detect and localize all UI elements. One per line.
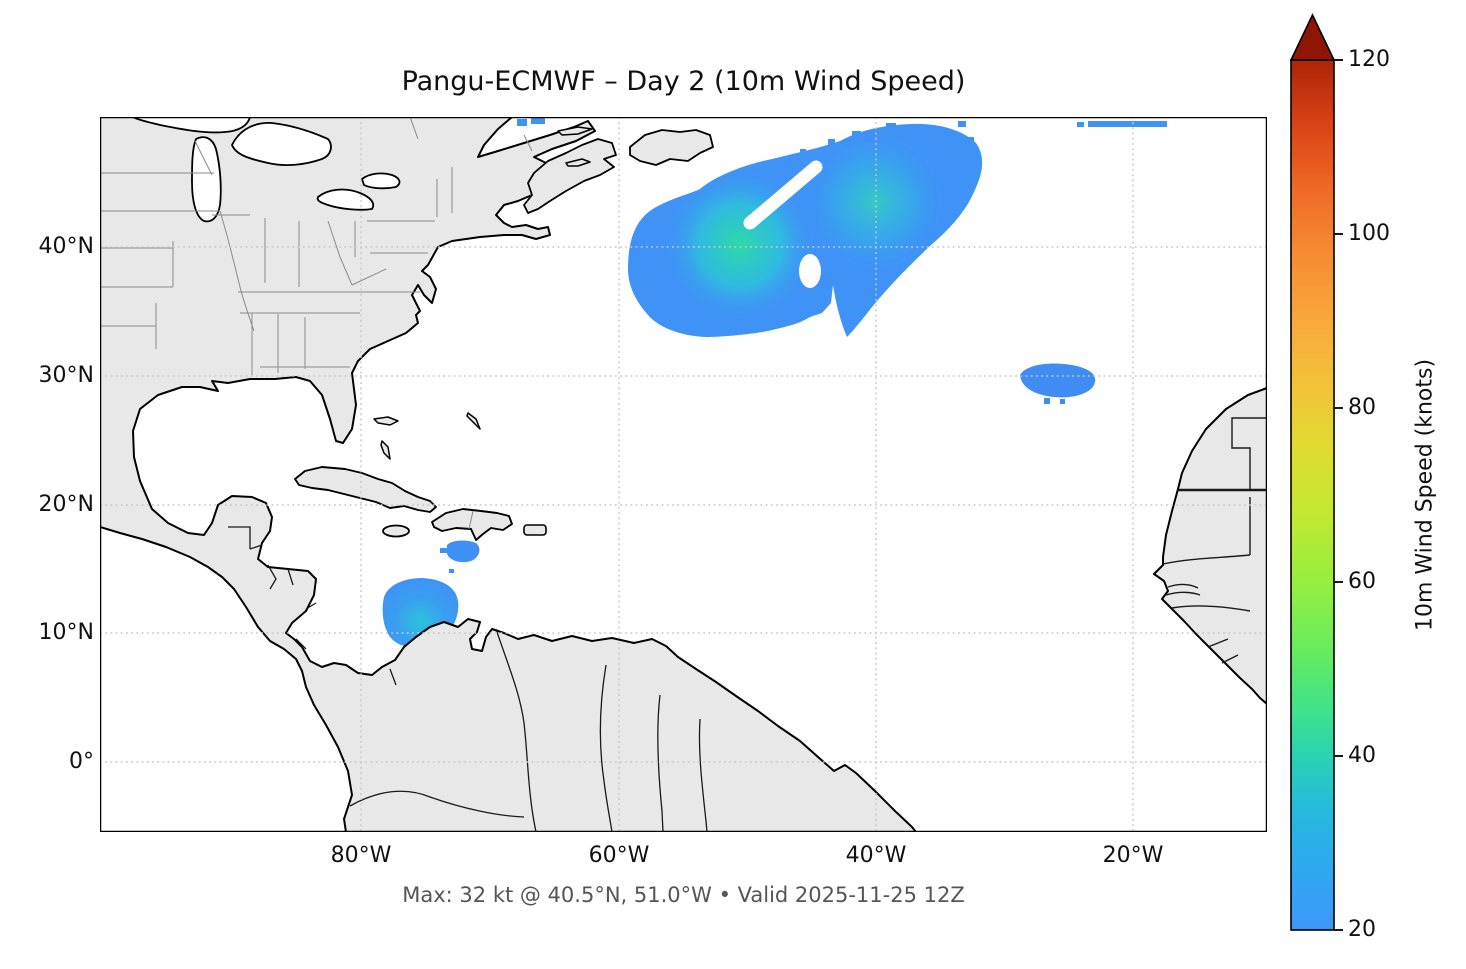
wind-speed-field: [382, 118, 1167, 648]
colorbar-extend-arrow: [1289, 13, 1336, 61]
colorbar-tick-marks: [1334, 59, 1343, 931]
colorbar-axis-label: 10m Wind Speed (knots): [1412, 358, 1438, 632]
y-tick-label-20n: 20°N: [38, 492, 94, 517]
wind-patch-subtropical: [1020, 363, 1096, 404]
lake-erie: [316, 188, 375, 211]
y-tick-label-30n: 30°N: [38, 363, 94, 388]
cbar-tick-80: 80: [1348, 395, 1376, 420]
colorbar: [1289, 13, 1343, 931]
y-tick-label-10n: 10°N: [38, 620, 94, 645]
lake-michigan: [191, 136, 222, 223]
cbar-tick-40: 40: [1348, 743, 1376, 768]
wind-streak-northeast-corner: [1077, 121, 1167, 127]
map-plot: [100, 117, 1267, 832]
us-state-borders: [100, 117, 533, 530]
coastline-newfoundland: [629, 129, 714, 166]
landmasses: [100, 117, 1267, 832]
coastline-puerto-rico: [523, 524, 547, 536]
x-tick-label-40w: 40°W: [845, 843, 907, 868]
page-title: Pangu-ECMWF – Day 2 (10m Wind Speed): [401, 66, 966, 97]
country-borders-africa: [1162, 417, 1267, 664]
wind-swath-white-hole: [799, 254, 821, 288]
lake-ontario: [361, 172, 401, 190]
cbar-tick-100: 100: [1348, 221, 1390, 246]
coastline-nova-scotia: [523, 138, 617, 214]
x-tick-label-60w: 60°W: [588, 843, 650, 868]
great-lakes: [132, 117, 401, 223]
coastline-hispaniola: [431, 508, 513, 541]
coastline-bahamas: [373, 412, 481, 460]
cbar-tick-20: 20: [1348, 917, 1376, 942]
coastline-north-south-america: [100, 117, 917, 832]
colorbar-gradient-bar: [1290, 59, 1335, 931]
x-tick-label-80w: 80°W: [330, 843, 392, 868]
y-tick-label-0: 0°: [69, 749, 94, 774]
coastline-cuba: [294, 466, 437, 513]
coastline-anticosti-island: [557, 126, 593, 136]
lat-lon-gridlines: [100, 117, 1267, 832]
wind-patch-mona-passage: [440, 540, 480, 573]
wind-specks-gulf-st-lawrence: [517, 118, 545, 126]
wind-swath-white-slot: [743, 160, 823, 230]
cbar-tick-120: 120: [1348, 47, 1390, 72]
coastline-jamaica: [382, 524, 410, 538]
coastline-prince-edward-island: [565, 158, 591, 167]
max-valid-caption: Max: 32 kt @ 40.5°N, 51.0°W • Valid 2025…: [402, 883, 965, 907]
coastline-west-africa: [1153, 387, 1267, 705]
x-tick-label-20w: 20°W: [1102, 843, 1164, 868]
cbar-tick-60: 60: [1348, 569, 1376, 594]
y-tick-label-40n: 40°N: [38, 234, 94, 259]
country-borders-latin-america: [228, 526, 708, 832]
lake-huron: [231, 122, 332, 166]
wind-specks-swath-top: [800, 121, 974, 154]
lake-superior: [132, 117, 251, 134]
